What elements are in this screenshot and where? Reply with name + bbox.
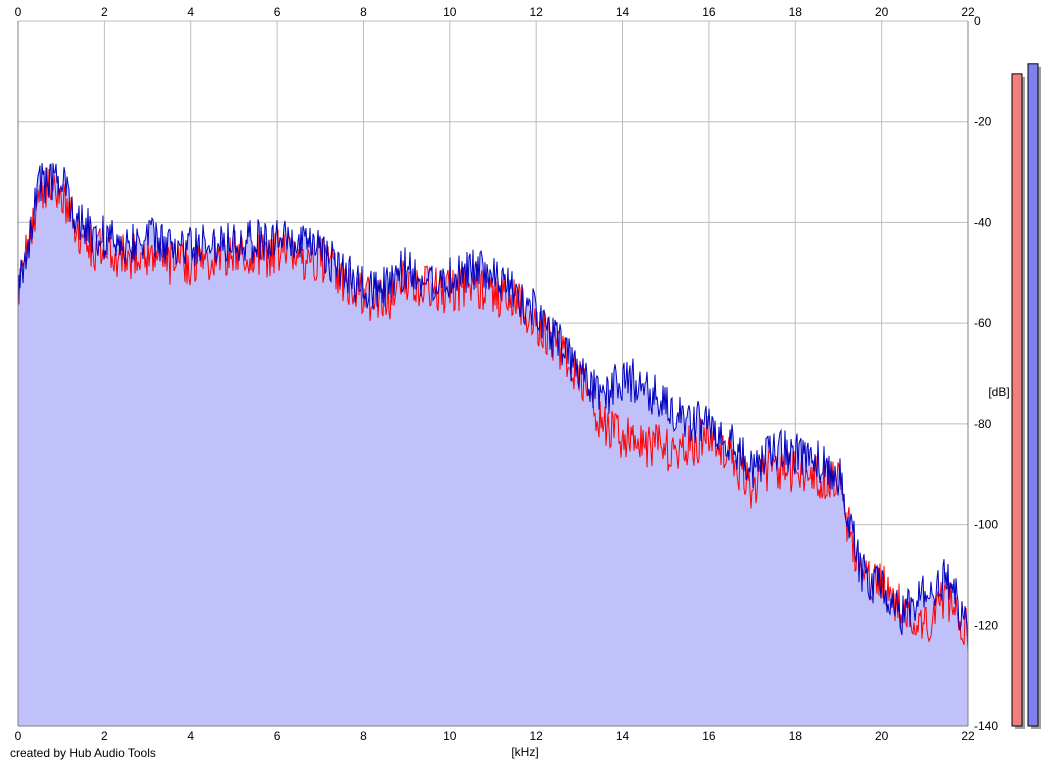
y-tick-7: -140 (974, 719, 998, 733)
x-tick-top-8: 16 (702, 5, 716, 19)
x-tick-bottom-10: 20 (875, 729, 889, 743)
x-tick-bottom-6: 12 (530, 729, 544, 743)
x-tick-top-10: 20 (875, 5, 889, 19)
y-axis-label: [dB] (988, 385, 1009, 399)
spectrum-area (18, 163, 968, 726)
x-tick-top-3: 6 (274, 5, 281, 19)
x-tick-top-7: 14 (616, 5, 630, 19)
credit-text: created by Hub Audio Tools (10, 746, 156, 760)
x-tick-bottom-11: 22 (961, 729, 975, 743)
x-tick-top-4: 8 (360, 5, 367, 19)
spectrum-fill (18, 163, 968, 726)
y-tick-1: -20 (974, 115, 992, 129)
x-tick-top-2: 4 (187, 5, 194, 19)
x-tick-bottom-1: 2 (101, 729, 108, 743)
x-tick-bottom-2: 4 (187, 729, 194, 743)
x-tick-top-11: 22 (961, 5, 975, 19)
left-level-meter (1011, 73, 1023, 727)
x-tick-bottom-3: 6 (274, 729, 281, 743)
plot-frame (17, 21, 969, 727)
x-tick-bottom-9: 18 (789, 729, 803, 743)
right-level-meter (1027, 63, 1039, 727)
y-tick-4: -80 (974, 417, 992, 431)
x-tick-top-1: 2 (101, 5, 108, 19)
series-line-1 (17, 162, 969, 648)
x-tick-top-0: 0 (15, 5, 22, 19)
x-axis-label: [kHz] (511, 745, 538, 759)
y-tick-0: 0 (974, 14, 981, 28)
x-tick-top-9: 18 (789, 5, 803, 19)
x-tick-top-6: 12 (530, 5, 544, 19)
x-tick-labels-bottom: 0 2 4 6 8 10 12 14 16 18 20 22 (15, 729, 975, 743)
x-tick-bottom-7: 14 (616, 729, 630, 743)
series-line-0 (17, 167, 969, 653)
x-tick-bottom-4: 8 (360, 729, 367, 743)
x-tick-top-5: 10 (443, 5, 457, 19)
level-meters (1011, 63, 1041, 729)
x-tick-bottom-5: 10 (443, 729, 457, 743)
y-tick-labels: 0 -20 -40 -60 -80 -100 -120 -140 (974, 14, 998, 733)
x-tick-bottom-8: 16 (702, 729, 716, 743)
y-tick-3: -60 (974, 316, 992, 330)
y-tick-6: -120 (974, 618, 998, 632)
y-tick-2: -40 (974, 215, 992, 229)
y-tick-5: -100 (974, 518, 998, 532)
spectrum-lines (17, 162, 969, 653)
x-tick-bottom-0: 0 (15, 729, 22, 743)
x-tick-labels-top: 0 2 4 6 8 10 12 14 16 18 20 22 (15, 5, 975, 19)
